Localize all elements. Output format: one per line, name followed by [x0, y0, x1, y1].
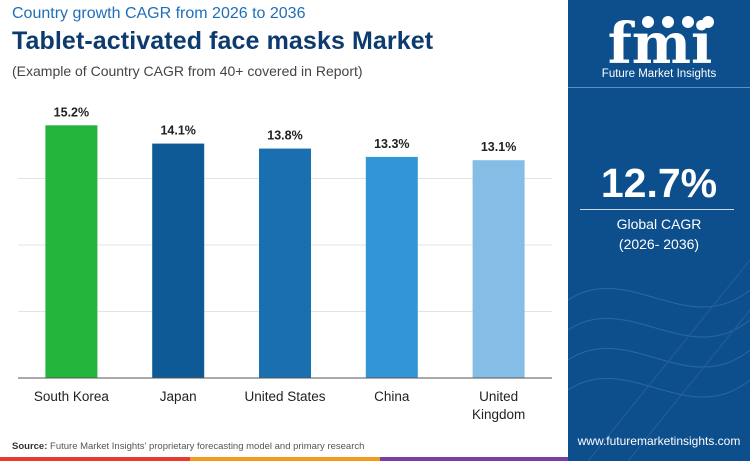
logo-letters: fmi	[608, 11, 713, 77]
decorative-wave-pattern	[568, 259, 750, 461]
color-stripe-red	[0, 457, 190, 461]
globe-icon-2	[662, 16, 674, 28]
bar-value-label-2: 14.1%	[160, 124, 195, 138]
chart-area: Country growth CAGR from 2026 to 2036 Ta…	[12, 5, 552, 452]
bar-2	[152, 143, 205, 378]
panel-divider	[568, 87, 750, 88]
chart-title: Tablet-activated face masks Market	[12, 27, 434, 55]
source-text: Future Market Insights' proprietary fore…	[50, 441, 365, 452]
category-label-line: United States	[244, 389, 325, 404]
bar-value-label-3: 13.8%	[267, 129, 302, 143]
fmi-logo: fmi	[608, 11, 714, 77]
category-label-5: United Kingdom	[472, 389, 525, 422]
globe-icon-4	[702, 16, 714, 28]
chart-subtitle: Country growth CAGR from 2026 to 2036	[12, 5, 306, 22]
category-label-line: United	[479, 389, 518, 404]
bar-value-label-4: 13.3%	[374, 137, 409, 151]
source-note: Source: Future Market Insights' propriet…	[12, 441, 364, 452]
bar-value-label-5: 13.1%	[481, 140, 516, 154]
color-stripe-purple	[380, 457, 568, 461]
source-label: Source:	[12, 441, 48, 452]
bar-3	[259, 148, 311, 378]
category-label-4: China	[374, 389, 410, 404]
globe-icon-3	[682, 16, 694, 28]
category-label-line: Japan	[160, 389, 197, 404]
summary-panel: fmi Future Market Insights 12.7% Global …	[568, 0, 750, 461]
website-link[interactable]: www.futuremarketinsights.com	[577, 434, 741, 448]
bar-chart: 15.2% South Korea 14.1% Japan 13.8% United St…	[18, 105, 552, 422]
chart-note: (Example of Country CAGR from 40+ covere…	[12, 63, 363, 79]
bar-1	[45, 125, 98, 378]
bar-4	[365, 156, 418, 378]
logo-caption: Future Market Insights	[601, 68, 717, 80]
bar-value-label-1: 15.2%	[54, 105, 89, 119]
value-underline	[580, 209, 734, 210]
category-label-line: China	[374, 389, 410, 404]
color-stripe-orange	[190, 457, 380, 461]
category-label-2: Japan	[160, 389, 197, 404]
globe-icon	[642, 16, 654, 28]
category-label-line: South Korea	[34, 389, 110, 404]
bar-5	[472, 160, 525, 378]
global-cagr-label: Global CAGR	[616, 216, 702, 232]
global-cagr-period: (2026- 2036)	[618, 236, 700, 252]
global-cagr-value: 12.7%	[600, 160, 718, 206]
category-label-1: South Korea	[34, 389, 110, 404]
category-label-3: United States	[244, 389, 325, 404]
category-label-line: Kingdom	[472, 407, 525, 422]
